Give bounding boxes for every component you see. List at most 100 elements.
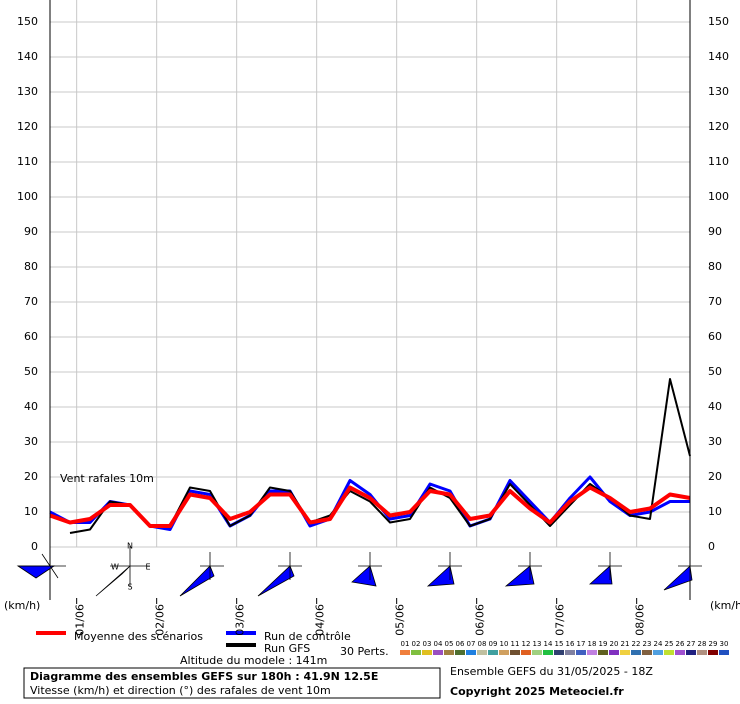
perturbation-label: 09 (489, 640, 498, 648)
y-tick-label-right: 110 (708, 155, 729, 168)
perturbation-label: 04 (434, 640, 443, 648)
perturbation-label: 08 (478, 640, 487, 648)
perturbation-swatch (477, 650, 487, 655)
perturbation-label: 23 (643, 640, 652, 648)
y-tick-label-right: 120 (708, 120, 729, 133)
perturbation-swatch (708, 650, 718, 655)
footer-copyright: Copyright 2025 Meteociel.fr (450, 685, 624, 698)
perts-label: 30 Perts. (340, 645, 389, 658)
x-tick-label: 01/06 (74, 604, 87, 636)
x-tick-label: 03/06 (234, 604, 247, 636)
compass-w: W (111, 563, 119, 572)
perturbation-swatch (466, 650, 476, 655)
y-tick-label-right: 80 (708, 260, 722, 273)
y-tick-label-right: 140 (708, 50, 729, 63)
y-tick-label-right: 150 (708, 15, 729, 28)
y-tick-label: 60 (24, 330, 38, 343)
model-altitude: Altitude du modele : 141m (180, 654, 327, 667)
perturbation-swatch (411, 650, 421, 655)
perturbation-swatch (455, 650, 465, 655)
y-tick-label: 90 (24, 225, 38, 238)
x-tick-label: 07/06 (554, 604, 567, 636)
perturbation-label: 05 (445, 640, 454, 648)
perturbation-label: 17 (577, 640, 586, 648)
perturbation-swatch (565, 650, 575, 655)
perturbation-swatch (532, 650, 542, 655)
y-tick-label: 50 (24, 365, 38, 378)
x-tick-label: 04/06 (314, 604, 327, 636)
y-tick-label-right: 130 (708, 85, 729, 98)
perturbation-swatch (642, 650, 652, 655)
perturbation-label: 28 (698, 640, 707, 648)
perturbation-label: 01 (401, 640, 410, 648)
perturbation-swatch (719, 650, 729, 655)
perturbation-swatch (686, 650, 696, 655)
legend-label: Run de contrôle (264, 630, 351, 643)
perturbation-swatch (543, 650, 553, 655)
wind-arrows (16, 546, 702, 597)
perturbation-swatch (675, 650, 685, 655)
footer-title: Diagramme des ensembles GEFS sur 180h : … (30, 670, 378, 683)
perturbation-label: 14 (544, 640, 553, 648)
y-tick-label-right: 30 (708, 435, 722, 448)
x-tick-label: 08/06 (634, 604, 647, 636)
perturbation-label: 03 (423, 640, 432, 648)
y-tick-label-right: 40 (708, 400, 722, 413)
footer-box (23, 667, 441, 699)
perturbation-swatch (697, 650, 707, 655)
y-tick-label: 110 (17, 155, 38, 168)
series-line (49, 485, 691, 528)
perturbation-swatch (521, 650, 531, 655)
perturbation-swatch (598, 650, 608, 655)
x-tick-label: 05/06 (394, 604, 407, 636)
y-tick-label: 140 (17, 50, 38, 63)
annotation: Vent rafales 10m (60, 472, 154, 485)
footer-subtitle: Vitesse (km/h) et direction (°) des rafa… (30, 684, 331, 697)
perturbation-label: 11 (511, 640, 520, 648)
perturbation-label: 07 (467, 640, 476, 648)
perturbation-label: 26 (676, 640, 685, 648)
perturbation-swatch (653, 650, 663, 655)
perturbation-label: 02 (412, 640, 421, 648)
perturbation-swatch (587, 650, 597, 655)
perturbation-label: 20 (610, 640, 619, 648)
perturbation-label: 06 (456, 640, 465, 648)
compass-n: N (127, 542, 133, 551)
y-tick-label-right: 0 (708, 540, 715, 553)
perturbation-swatch (609, 650, 619, 655)
perturbation-swatch (576, 650, 586, 655)
x-tick-label: 02/06 (154, 604, 167, 636)
y-tick-label: 120 (17, 120, 38, 133)
y-tick-label-right: 100 (708, 190, 729, 203)
compass-s: S (127, 583, 132, 592)
y-tick-label: 20 (24, 470, 38, 483)
y-tick-label: 80 (24, 260, 38, 273)
perturbation-label: 19 (599, 640, 608, 648)
y-tick-label-right: 50 (708, 365, 722, 378)
perturbation-swatch (400, 650, 410, 655)
unit-left: (km/h) (4, 599, 40, 612)
y-tick-label-right: 20 (708, 470, 722, 483)
legend-label: Run GFS (264, 642, 310, 655)
perturbation-swatch (433, 650, 443, 655)
unit-right: (km/h) (710, 599, 740, 612)
perturbation-swatch (488, 650, 498, 655)
perturbation-label: 16 (566, 640, 575, 648)
perturbation-label: 13 (533, 640, 542, 648)
perturbation-swatch (631, 650, 641, 655)
perturbation-swatch (510, 650, 520, 655)
y-tick-label-right: 60 (708, 330, 722, 343)
y-tick-label: 30 (24, 435, 38, 448)
y-tick-label: 10 (24, 505, 38, 518)
y-tick-label: 40 (24, 400, 38, 413)
perturbation-swatch (444, 650, 454, 655)
perturbation-label: 24 (654, 640, 663, 648)
y-tick-label: 0 (31, 540, 38, 553)
y-tick-label: 130 (17, 85, 38, 98)
footer-run: Ensemble GEFS du 31/05/2025 - 18Z (450, 665, 653, 678)
perturbation-swatch (554, 650, 564, 655)
y-tick-label-right: 70 (708, 295, 722, 308)
perturbation-swatch (422, 650, 432, 655)
y-tick-label-right: 10 (708, 505, 722, 518)
